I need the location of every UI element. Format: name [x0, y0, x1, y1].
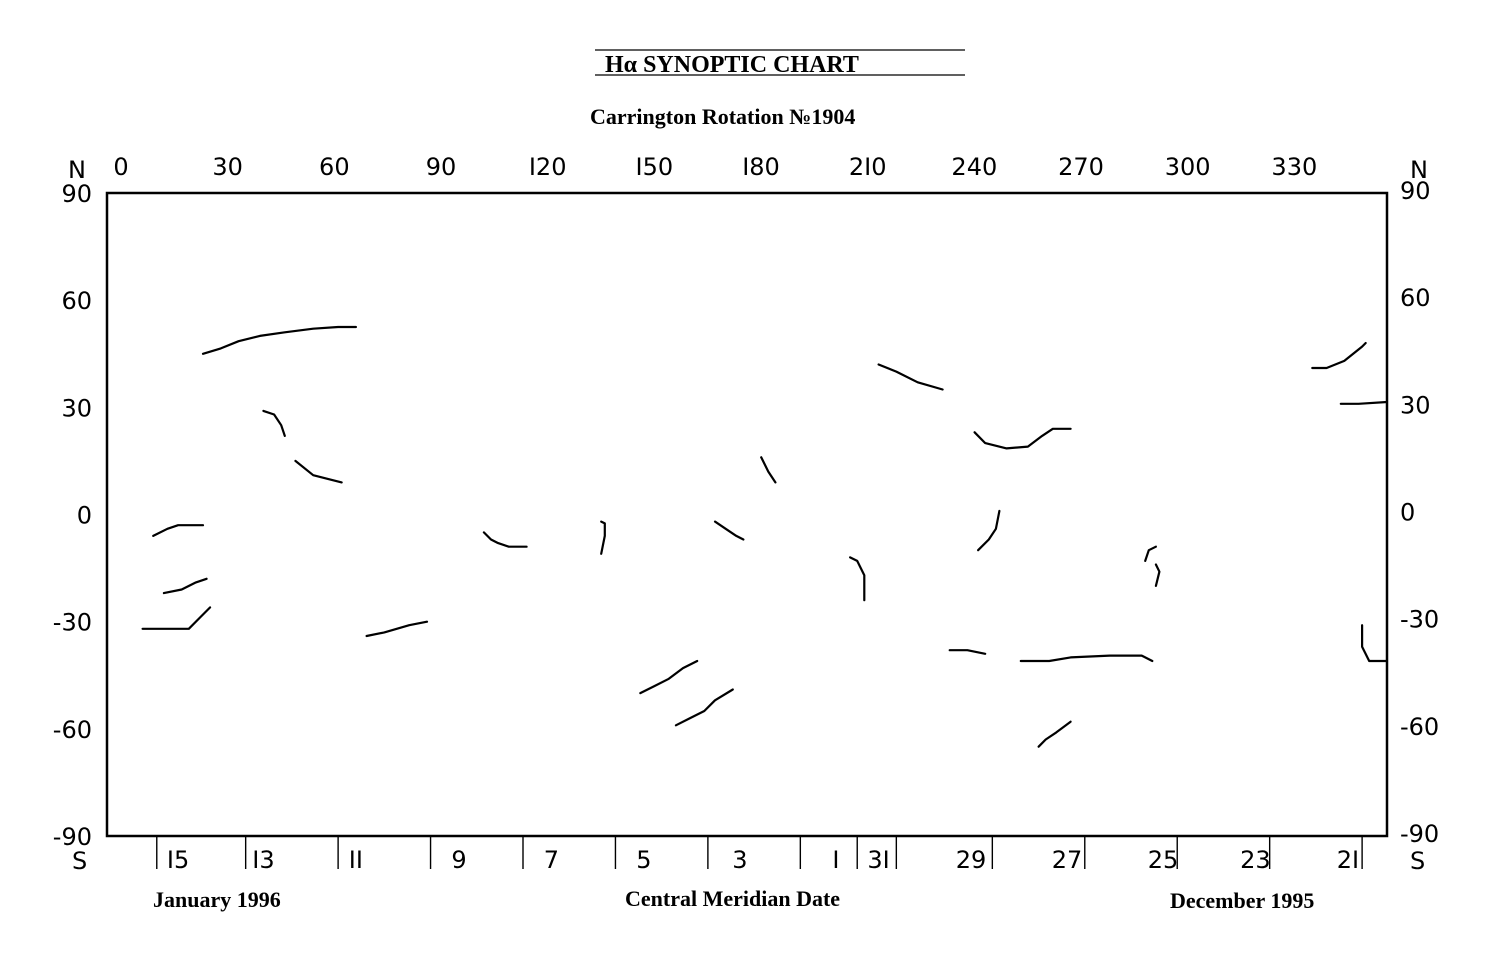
top-tick-label: 330: [1271, 153, 1317, 181]
top-tick-label: I50: [636, 153, 674, 181]
date-label: 27: [1052, 846, 1083, 874]
right-tick-label: -90: [1400, 820, 1439, 848]
date-label: 3: [732, 846, 747, 874]
filament-line: [1144, 545, 1158, 563]
filament-line: [1154, 563, 1161, 588]
date-label: 23: [1240, 846, 1271, 874]
right-caption: December 1995: [1170, 888, 1314, 913]
x-axis-bottom-title: Central Meridian Date: [625, 886, 840, 911]
top-tick-label: I80: [742, 153, 780, 181]
right-tick-label: -30: [1400, 606, 1439, 634]
top-longitude-labels: 0 30 60 90 I20 I50 I80 2I0 240 270 300 330: [113, 153, 1317, 181]
top-tick-label: 0: [113, 153, 128, 181]
right-tick-label: 0: [1400, 499, 1415, 527]
left-tick-label: 30: [61, 394, 92, 422]
date-label: I5: [167, 846, 189, 874]
filament-line: [976, 509, 1001, 552]
filament-line: [760, 456, 777, 484]
north-label-left: N: [68, 156, 86, 184]
filament-line: [674, 688, 734, 727]
filament-line: [162, 577, 208, 595]
right-latitude-labels: 90 60 30 0 -30 -60 -90: [1400, 177, 1439, 848]
chart-title: Hα SYNOPTIC CHART: [605, 52, 859, 78]
filament-line: [713, 520, 745, 541]
filament-line: [639, 659, 699, 695]
date-label: 7: [544, 846, 559, 874]
filament-line: [482, 531, 528, 548]
left-tick-label: -90: [53, 823, 92, 851]
south-label-right: S: [1410, 847, 1425, 875]
left-caption: January 1996: [153, 887, 281, 912]
date-tick-marks: [156, 836, 1363, 869]
north-label-right: N: [1410, 156, 1428, 184]
plot-frame: [105, 191, 1389, 838]
filament-line: [1037, 720, 1072, 748]
filament-line: [877, 363, 944, 391]
filament-line: [262, 409, 286, 437]
top-tick-label: 90: [426, 153, 457, 181]
filament-line: [1019, 654, 1154, 663]
top-tick-label: 300: [1165, 153, 1211, 181]
left-tick-label: 60: [61, 287, 92, 315]
filament-line: [973, 427, 1072, 450]
filament-line: [600, 520, 606, 555]
filament-line: [152, 524, 205, 538]
date-label: I3: [252, 846, 274, 874]
date-label: 29: [956, 846, 987, 874]
top-tick-label: 240: [951, 153, 997, 181]
right-tick-label: 90: [1400, 177, 1431, 205]
top-tick-label: 2I0: [849, 153, 887, 181]
south-label-left: S: [72, 847, 87, 875]
left-tick-label: -30: [53, 609, 92, 637]
left-latitude-labels: 90 60 30 0 -30 -60 -90: [53, 180, 92, 851]
top-tick-label: 60: [319, 153, 350, 181]
date-label: 3I: [867, 846, 889, 874]
date-label: I: [832, 846, 839, 874]
date-label: 25: [1148, 846, 1179, 874]
right-tick-label: -60: [1400, 713, 1439, 741]
date-labels: I5 I3 II 9 7 5 3 I 3I 29 27 25 23 2I: [167, 846, 1359, 874]
filament-line: [294, 459, 343, 484]
right-tick-label: 60: [1400, 284, 1431, 312]
filament-line: [201, 325, 357, 355]
filament-line: [1360, 624, 1389, 663]
date-label: 2I: [1337, 846, 1359, 874]
date-label: 5: [636, 846, 651, 874]
left-tick-label: 0: [77, 502, 92, 530]
right-tick-label: 30: [1400, 391, 1431, 419]
top-tick-label: I20: [529, 153, 567, 181]
top-tick-label: 30: [212, 153, 243, 181]
filament-line: [848, 556, 866, 602]
date-label: II: [349, 846, 363, 874]
filament-line: [1311, 341, 1367, 370]
filament-line: [948, 649, 987, 655]
filament-traces: [141, 325, 1389, 748]
filament-line: [365, 620, 429, 638]
date-label: 9: [451, 846, 466, 874]
left-tick-label: 90: [61, 180, 92, 208]
top-tick-label: 270: [1058, 153, 1104, 181]
chart-subtitle: Carrington Rotation №1904: [590, 104, 855, 129]
filament-line: [1339, 400, 1389, 405]
left-tick-label: -60: [53, 716, 92, 744]
filament-line: [141, 606, 212, 630]
